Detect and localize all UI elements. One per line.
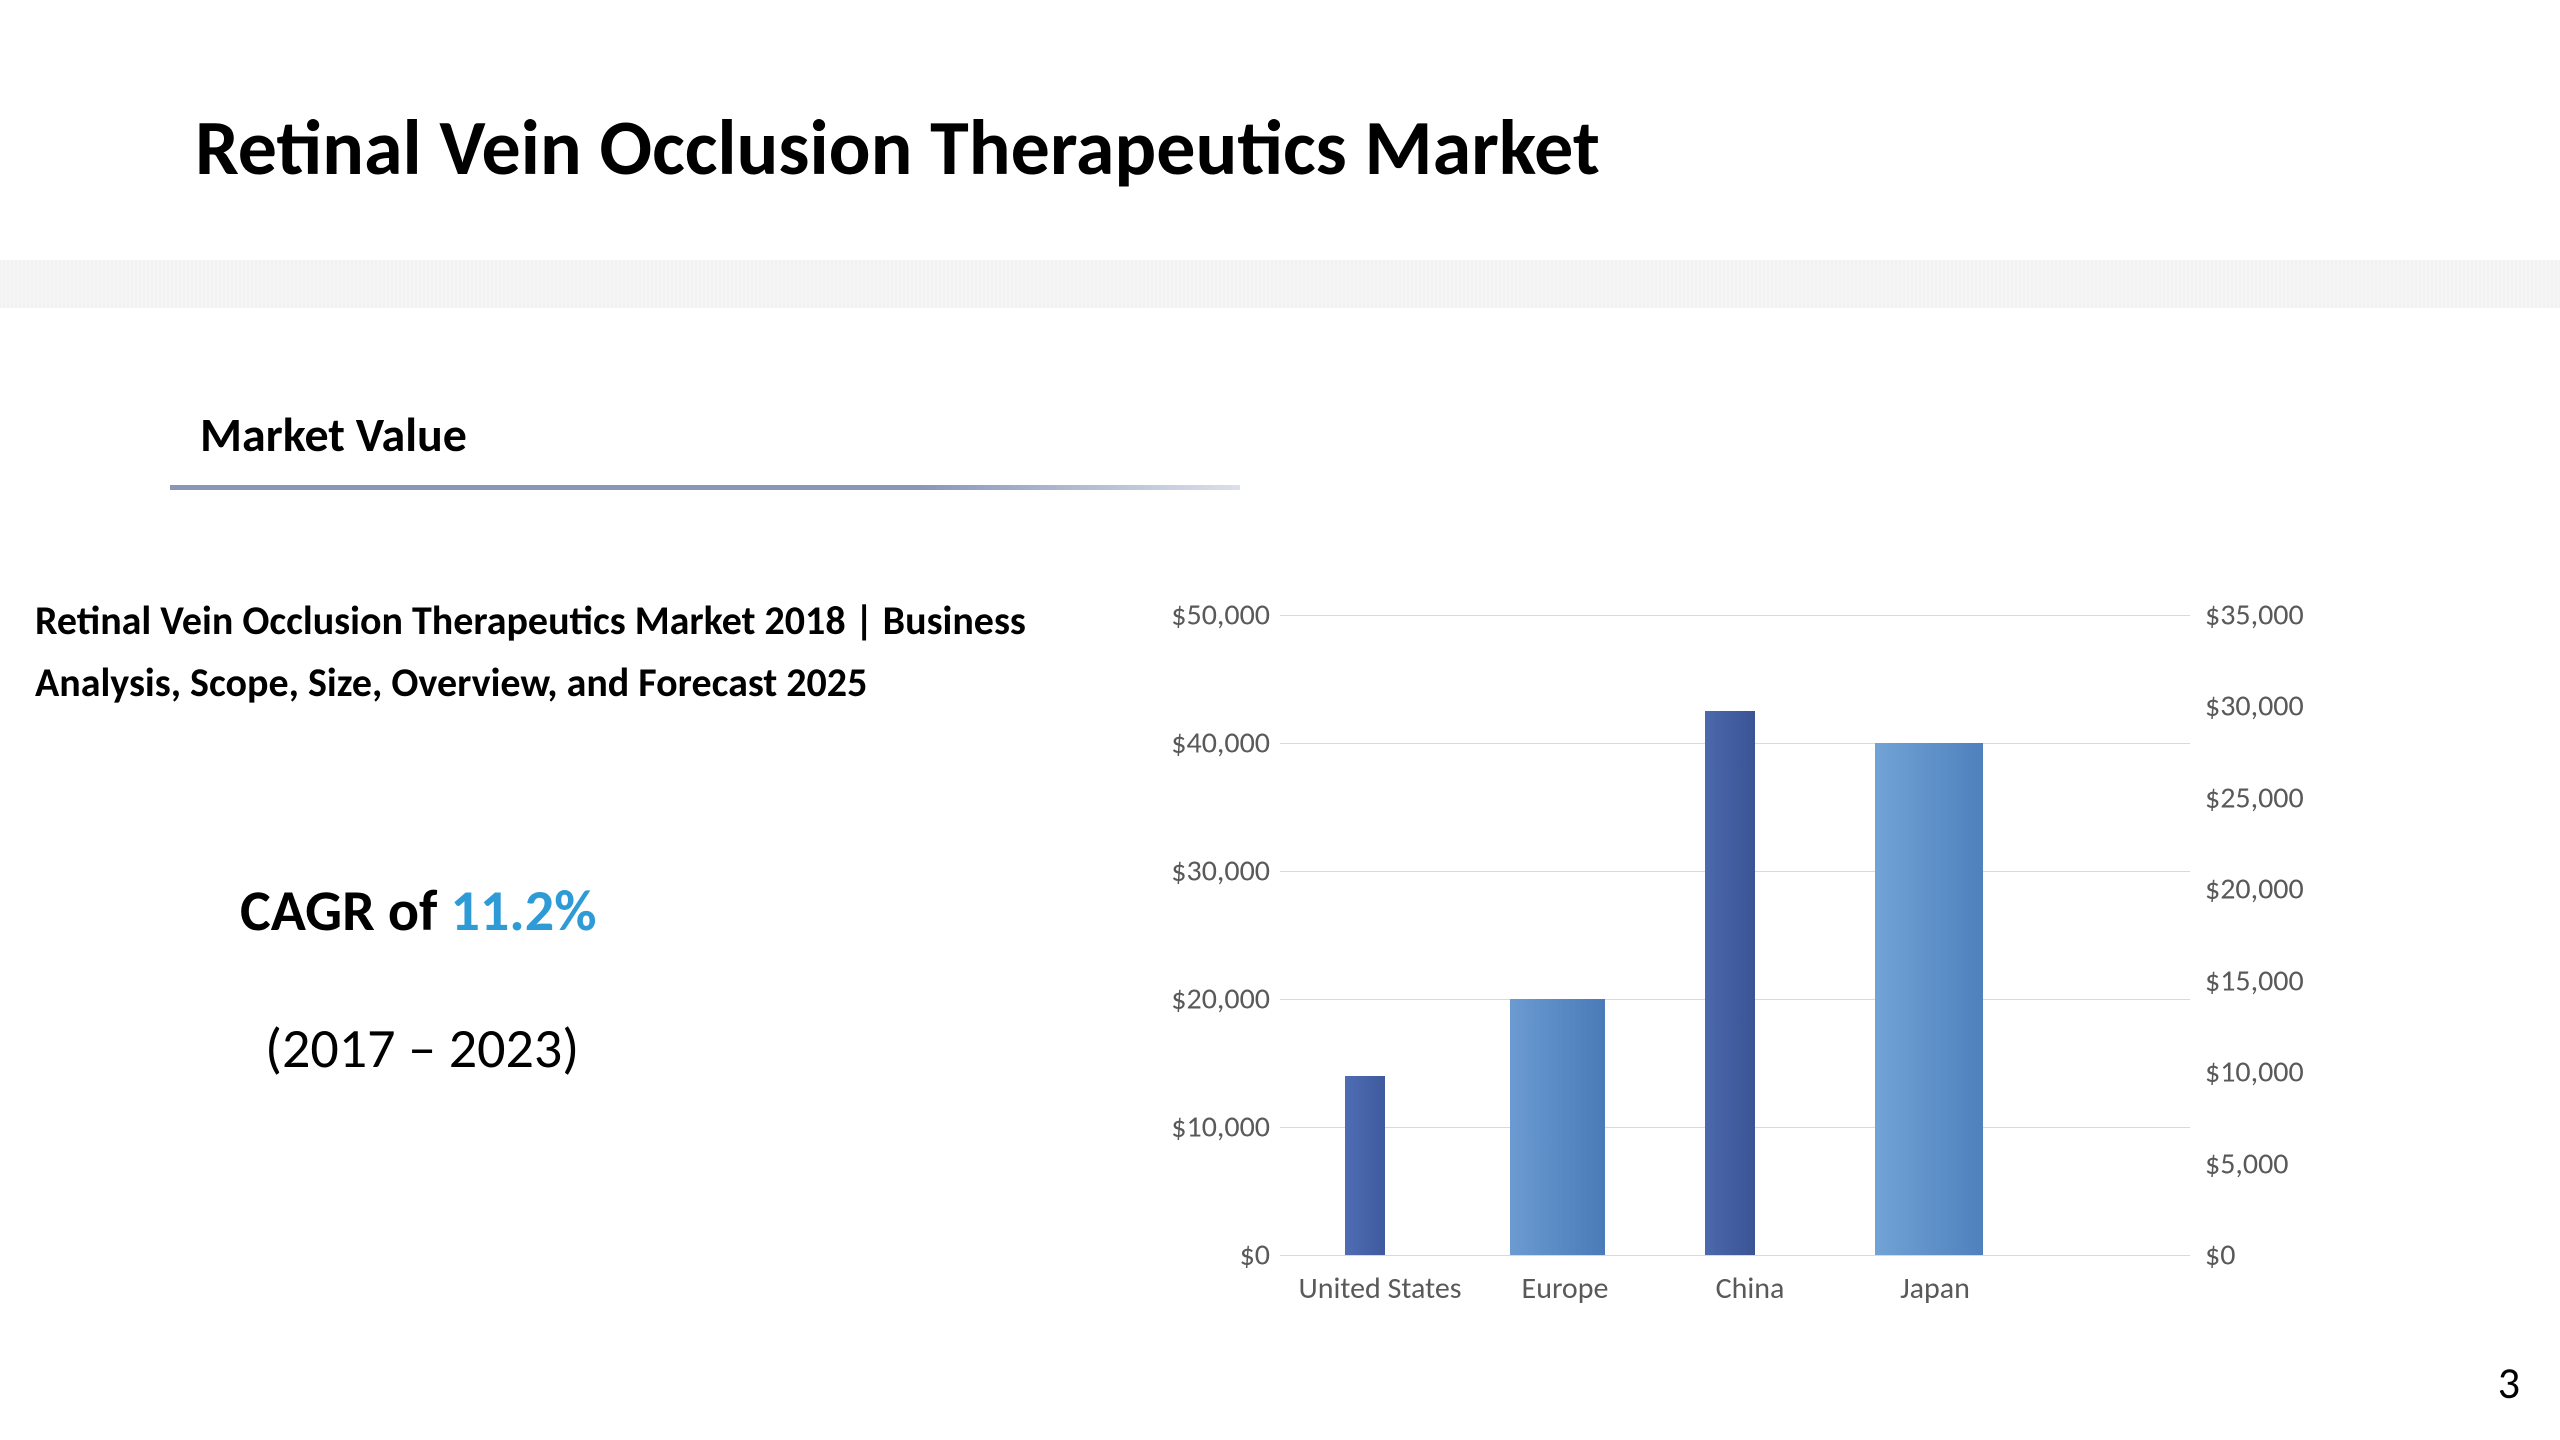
bar-chart: $0 $10,000 $20,000 $30,000 $40,000 $50,000 $0 $…	[1120, 600, 2350, 1320]
y-axis-right-label: $10,000	[2205, 1054, 2345, 1091]
bar	[1875, 743, 1983, 1255]
y-axis-left-label: $40,000	[1130, 725, 1270, 762]
y-axis-right-label: $20,000	[2205, 871, 2345, 908]
y-axis-right-label: $0	[2205, 1237, 2345, 1274]
bar	[1705, 711, 1755, 1255]
page-number: 3	[2498, 1356, 2520, 1410]
cagr-prefix: CAGR of	[240, 875, 451, 946]
section-title: Market Value	[200, 405, 467, 464]
y-axis-left-label: $10,000	[1130, 1109, 1270, 1146]
bar	[1510, 999, 1605, 1255]
y-axis-left-label: $0	[1130, 1237, 1270, 1274]
divider-band	[0, 260, 2560, 308]
plot-area	[1280, 615, 2190, 1255]
period-text: (2017 – 2023)	[265, 1015, 579, 1083]
y-axis-left-label: $30,000	[1130, 853, 1270, 890]
section-underline	[170, 485, 1240, 490]
bar	[1345, 1076, 1385, 1255]
x-axis-label: China	[1716, 1270, 1785, 1307]
y-axis-right-label: $30,000	[2205, 688, 2345, 725]
y-axis-left-label: $20,000	[1130, 981, 1270, 1018]
cagr-value: 11.2%	[451, 875, 597, 946]
y-axis-right-label: $5,000	[2205, 1145, 2345, 1182]
y-axis-left-label: $50,000	[1130, 597, 1270, 634]
gridline	[1280, 1255, 2190, 1256]
main-title: Retinal Vein Occlusion Therapeutics Mark…	[195, 100, 1600, 195]
y-axis-right-label: $25,000	[2205, 779, 2345, 816]
y-axis-right-label: $15,000	[2205, 962, 2345, 999]
gridline	[1280, 615, 2190, 616]
x-axis-label: United States	[1298, 1270, 1461, 1307]
x-axis-label: Europe	[1522, 1270, 1609, 1307]
x-axis-label: Japan	[1900, 1270, 1970, 1307]
y-axis-right-label: $35,000	[2205, 597, 2345, 634]
cagr-text: CAGR of 11.2%	[240, 875, 596, 946]
body-description: Retinal Vein Occlusion Therapeutics Mark…	[35, 590, 1035, 714]
